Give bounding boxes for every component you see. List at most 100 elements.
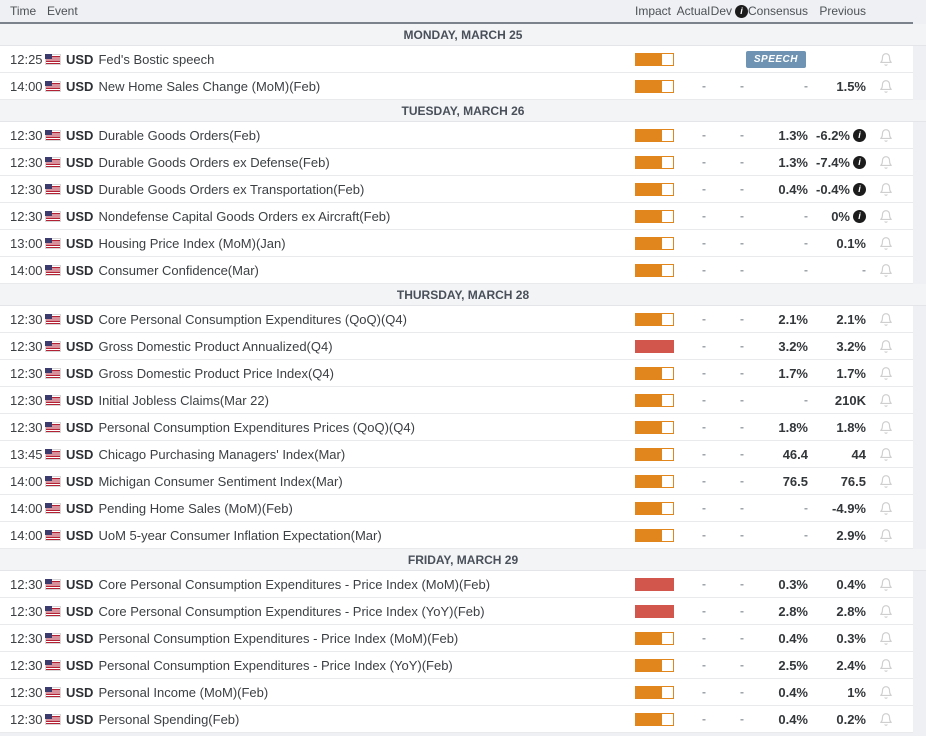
event-row[interactable]: 12:30 USD Gross Domestic Product Annuali… <box>0 333 913 360</box>
alert-cell[interactable] <box>866 685 913 700</box>
alert-cell[interactable] <box>866 366 913 381</box>
column-header-consensus[interactable]: Consensus <box>748 4 809 18</box>
column-header-actual[interactable]: Actual <box>676 4 710 18</box>
bell-icon[interactable] <box>879 155 893 170</box>
bell-icon[interactable] <box>879 209 893 224</box>
column-header-previous[interactable]: Previous <box>819 4 866 18</box>
event-cell[interactable]: USD Core Personal Consumption Expenditur… <box>45 604 630 619</box>
event-row[interactable]: 12:30 USD Nondefense Capital Goods Order… <box>0 203 913 230</box>
event-name[interactable]: Personal Consumption Expenditures - Pric… <box>98 630 459 646</box>
info-icon[interactable]: i <box>853 182 866 196</box>
bell-icon[interactable] <box>879 420 893 435</box>
event-name[interactable]: Core Personal Consumption Expenditures -… <box>98 576 491 592</box>
alert-cell[interactable] <box>866 420 913 435</box>
bell-icon[interactable] <box>879 447 893 462</box>
alert-cell[interactable] <box>866 577 913 592</box>
event-row[interactable]: 13:00 USD Housing Price Index (MoM)(Jan)… <box>0 230 913 257</box>
event-cell[interactable]: USD Housing Price Index (MoM)(Jan) <box>45 236 630 251</box>
alert-cell[interactable] <box>866 52 913 67</box>
bell-icon[interactable] <box>879 685 893 700</box>
event-name[interactable]: Pending Home Sales (MoM)(Feb) <box>98 500 293 516</box>
alert-cell[interactable] <box>866 209 913 224</box>
dev-info-icon[interactable]: i <box>735 4 748 18</box>
bell-icon[interactable] <box>879 236 893 251</box>
event-row[interactable]: 12:30 USD Personal Spending(Feb) - - 0.4… <box>0 706 913 733</box>
event-row[interactable]: 14:00 USD Consumer Confidence(Mar) - - -… <box>0 257 913 284</box>
alert-cell[interactable] <box>866 182 913 197</box>
bell-icon[interactable] <box>879 312 893 327</box>
bell-icon[interactable] <box>879 474 893 489</box>
alert-cell[interactable] <box>866 263 913 278</box>
event-row[interactable]: 12:30 USD Personal Consumption Expenditu… <box>0 625 913 652</box>
alert-cell[interactable] <box>866 474 913 489</box>
event-name[interactable]: Initial Jobless Claims(Mar 22) <box>98 392 269 408</box>
event-name[interactable]: Durable Goods Orders ex Defense(Feb) <box>98 154 330 170</box>
event-cell[interactable]: USD Initial Jobless Claims(Mar 22) <box>45 393 630 408</box>
event-row[interactable]: 12:30 USD Core Personal Consumption Expe… <box>0 306 913 333</box>
event-cell[interactable]: USD Personal Spending(Feb) <box>45 712 630 727</box>
event-name[interactable]: Personal Consumption Expenditures - Pric… <box>98 657 453 673</box>
alert-cell[interactable] <box>866 712 913 727</box>
alert-cell[interactable] <box>866 501 913 516</box>
event-row[interactable]: 14:00 USD New Home Sales Change (MoM)(Fe… <box>0 73 913 100</box>
event-cell[interactable]: USD Fed's Bostic speech <box>45 52 630 67</box>
alert-cell[interactable] <box>866 393 913 408</box>
alert-cell[interactable] <box>866 339 913 354</box>
event-name[interactable]: Personal Spending(Feb) <box>98 711 240 727</box>
alert-cell[interactable] <box>866 528 913 543</box>
bell-icon[interactable] <box>879 182 893 197</box>
event-cell[interactable]: USD Pending Home Sales (MoM)(Feb) <box>45 501 630 516</box>
alert-cell[interactable] <box>866 312 913 327</box>
event-row[interactable]: 12:30 USD Personal Consumption Expenditu… <box>0 652 913 679</box>
event-name[interactable]: Housing Price Index (MoM)(Jan) <box>98 235 286 251</box>
bell-icon[interactable] <box>879 79 893 94</box>
bell-icon[interactable] <box>879 528 893 543</box>
column-header-impact[interactable]: Impact <box>635 4 672 18</box>
bell-icon[interactable] <box>879 712 893 727</box>
event-name[interactable]: Chicago Purchasing Managers' Index(Mar) <box>98 446 346 462</box>
event-cell[interactable]: USD Personal Consumption Expenditures Pr… <box>45 420 630 435</box>
event-cell[interactable]: USD Gross Domestic Product Price Index(Q… <box>45 366 630 381</box>
event-cell[interactable]: USD Durable Goods Orders ex Defense(Feb) <box>45 155 630 170</box>
event-row[interactable]: 12:30 USD Initial Jobless Claims(Mar 22)… <box>0 387 913 414</box>
event-cell[interactable]: USD Michigan Consumer Sentiment Index(Ma… <box>45 474 630 489</box>
event-row[interactable]: 14:00 USD UoM 5-year Consumer Inflation … <box>0 522 913 549</box>
event-name[interactable]: Michigan Consumer Sentiment Index(Mar) <box>98 473 343 489</box>
bell-icon[interactable] <box>879 366 893 381</box>
event-cell[interactable]: USD Personal Consumption Expenditures - … <box>45 631 630 646</box>
event-cell[interactable]: USD Gross Domestic Product Annualized(Q4… <box>45 339 630 354</box>
event-row[interactable]: 12:30 USD Durable Goods Orders(Feb) - - … <box>0 122 913 149</box>
alert-cell[interactable] <box>866 631 913 646</box>
event-name[interactable]: Personal Income (MoM)(Feb) <box>98 684 269 700</box>
column-header-dev[interactable]: Dev i <box>710 4 748 18</box>
alert-cell[interactable] <box>866 604 913 619</box>
info-icon[interactable]: i <box>853 209 866 223</box>
bell-icon[interactable] <box>879 501 893 516</box>
alert-cell[interactable] <box>866 155 913 170</box>
event-row[interactable]: 12:25 USD Fed's Bostic speech SPEECH <box>0 46 913 73</box>
alert-cell[interactable] <box>866 658 913 673</box>
bell-icon[interactable] <box>879 604 893 619</box>
event-name[interactable]: Gross Domestic Product Annualized(Q4) <box>98 338 333 354</box>
event-name[interactable]: Personal Consumption Expenditures Prices… <box>98 419 415 435</box>
event-name[interactable]: Consumer Confidence(Mar) <box>98 262 259 278</box>
event-cell[interactable]: USD Consumer Confidence(Mar) <box>45 263 630 278</box>
info-icon[interactable]: i <box>853 155 866 169</box>
bell-icon[interactable] <box>879 128 893 143</box>
alert-cell[interactable] <box>866 447 913 462</box>
event-cell[interactable]: USD Core Personal Consumption Expenditur… <box>45 312 630 327</box>
event-name[interactable]: UoM 5-year Consumer Inflation Expectatio… <box>98 527 382 543</box>
alert-cell[interactable] <box>866 79 913 94</box>
event-row[interactable]: 12:30 USD Personal Income (MoM)(Feb) - -… <box>0 679 913 706</box>
bell-icon[interactable] <box>879 577 893 592</box>
event-row[interactable]: 14:00 USD Pending Home Sales (MoM)(Feb) … <box>0 495 913 522</box>
bell-icon[interactable] <box>879 393 893 408</box>
event-cell[interactable]: USD New Home Sales Change (MoM)(Feb) <box>45 79 630 94</box>
column-header-time[interactable]: Time <box>10 4 37 18</box>
event-row[interactable]: 13:45 USD Chicago Purchasing Managers' I… <box>0 441 913 468</box>
column-header-event[interactable]: Event <box>47 4 78 18</box>
event-cell[interactable]: USD Personal Income (MoM)(Feb) <box>45 685 630 700</box>
event-name[interactable]: Durable Goods Orders(Feb) <box>98 127 261 143</box>
event-cell[interactable]: USD UoM 5-year Consumer Inflation Expect… <box>45 528 630 543</box>
bell-icon[interactable] <box>879 263 893 278</box>
